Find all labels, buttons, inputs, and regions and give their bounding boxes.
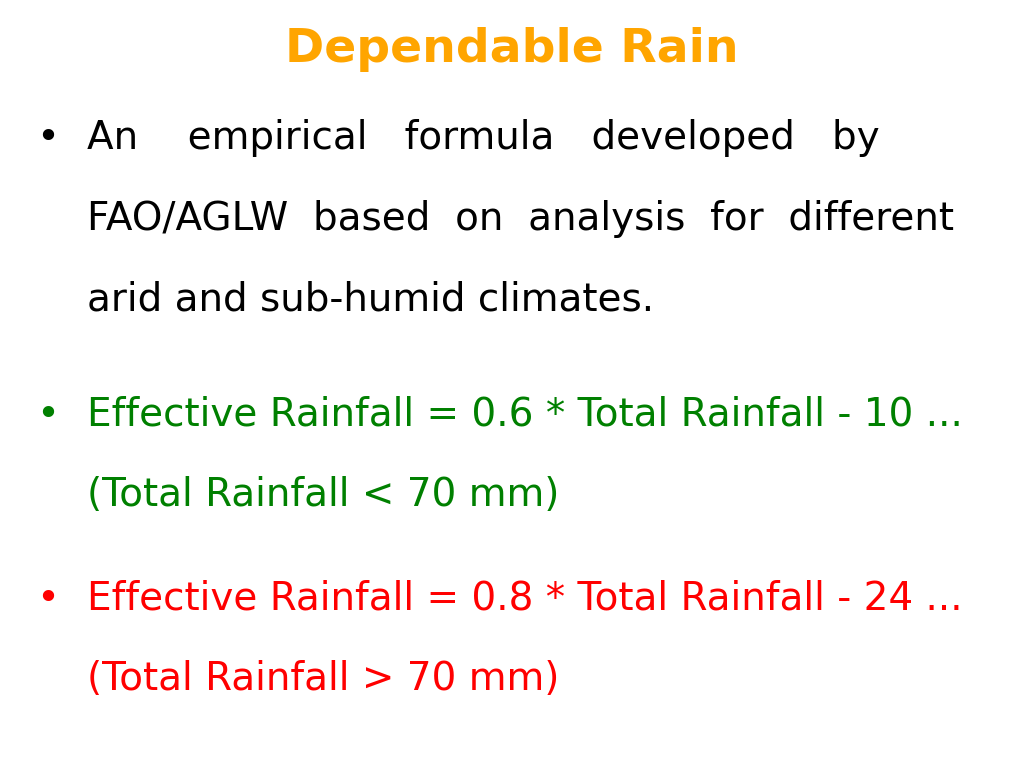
Text: •: • bbox=[36, 119, 58, 157]
Text: (Total Rainfall > 70 mm): (Total Rainfall > 70 mm) bbox=[87, 660, 559, 698]
Text: An    empirical   formula   developed   by: An empirical formula developed by bbox=[87, 119, 880, 157]
Text: •: • bbox=[36, 580, 58, 617]
Text: FAO/AGLW  based  on  analysis  for  different: FAO/AGLW based on analysis for different bbox=[87, 200, 954, 237]
Text: Effective Rainfall = 0.6 * Total Rainfall - 10 ...: Effective Rainfall = 0.6 * Total Rainfal… bbox=[87, 396, 963, 433]
Text: (Total Rainfall < 70 mm): (Total Rainfall < 70 mm) bbox=[87, 476, 559, 514]
Text: arid and sub-humid climates.: arid and sub-humid climates. bbox=[87, 280, 654, 318]
Text: Dependable Rain: Dependable Rain bbox=[286, 27, 738, 72]
Text: •: • bbox=[36, 396, 58, 433]
Text: Effective Rainfall = 0.8 * Total Rainfall - 24 ...: Effective Rainfall = 0.8 * Total Rainfal… bbox=[87, 580, 963, 617]
